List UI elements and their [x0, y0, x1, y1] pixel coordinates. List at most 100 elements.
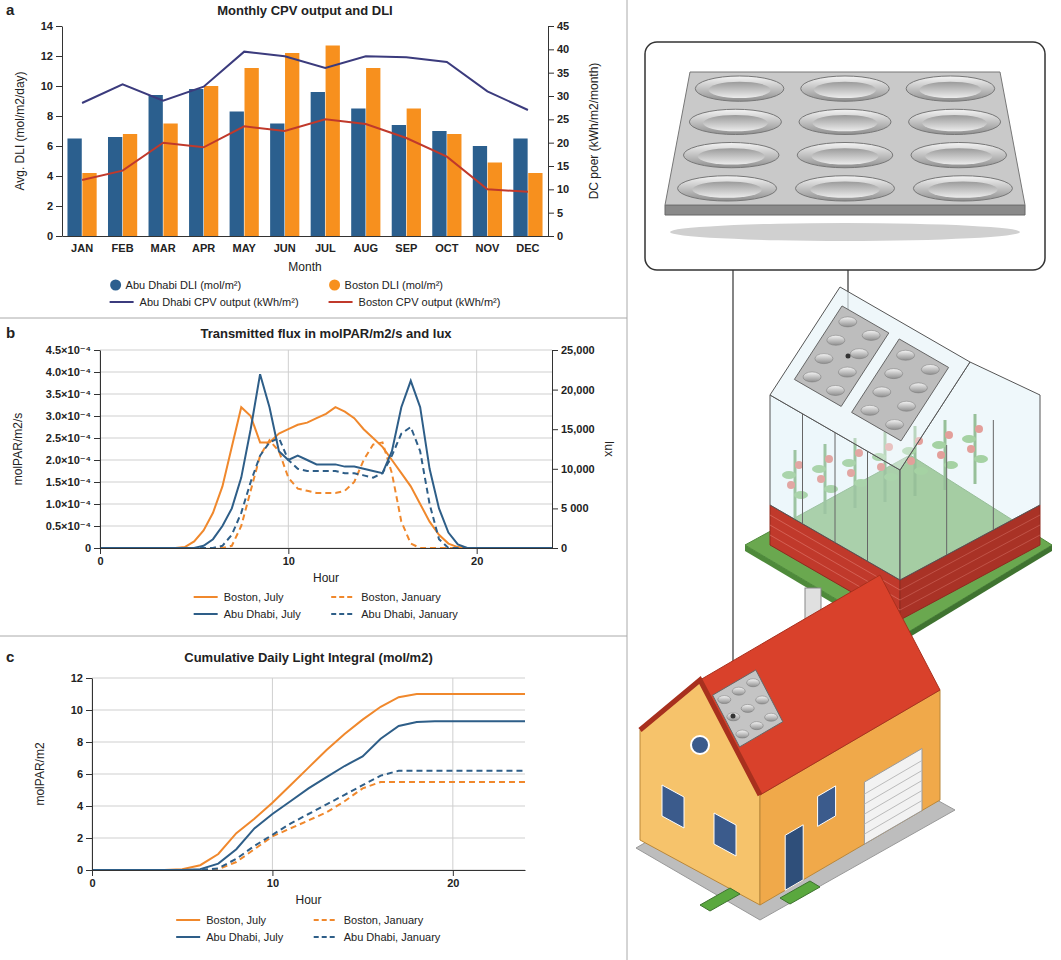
bar: [351, 109, 365, 237]
y-axis: 00.5×10⁻⁴1.0×10⁻⁴1.5×10⁻⁴2.0×10⁻⁴2.5×10⁻…: [46, 344, 101, 554]
tick-label: 4.5×10⁻⁴: [46, 344, 91, 356]
tick-mark: [86, 774, 92, 775]
panel-label: c: [6, 648, 14, 665]
tick: 25: [548, 113, 569, 125]
tick: JUN: [274, 236, 296, 254]
x-axis: 01020: [89, 870, 525, 889]
tick-mark: [548, 236, 554, 237]
grid-line: [92, 838, 525, 839]
tick: 20: [548, 137, 569, 149]
tick-label: 5: [557, 207, 563, 219]
tick-label: 20: [471, 555, 483, 567]
legend-symbol: [110, 301, 134, 303]
data-line: [82, 119, 528, 191]
tick: 2: [47, 200, 62, 212]
dish: [803, 372, 821, 382]
divider: [0, 318, 627, 319]
legend-symbol: [329, 301, 353, 303]
tick-label: 6: [77, 768, 83, 780]
tick: NOV: [475, 236, 500, 254]
legend-item: Abu Dhabi, July: [176, 931, 284, 943]
garage-line: [864, 761, 922, 795]
dish-inner: [919, 82, 981, 98]
window: [662, 785, 684, 828]
legend-label: Boston, January: [361, 591, 441, 603]
tick-label: AUG: [354, 242, 378, 254]
tick-mark: [94, 526, 100, 527]
dish: [861, 405, 879, 415]
legend-symbol: [176, 936, 200, 938]
tick-mark: [94, 504, 100, 505]
tick: MAY: [232, 236, 256, 254]
tick-label: DEC: [516, 242, 539, 254]
tick-label: 15: [557, 160, 569, 172]
legend-item: Abu Dhabi DLI (mol/m²): [110, 279, 241, 291]
dish: [678, 176, 777, 201]
grid-line: [100, 416, 552, 417]
panel-face: [665, 72, 1025, 205]
legend-symbol: [331, 596, 355, 598]
bar: [488, 163, 502, 237]
tick: 30: [548, 90, 569, 102]
tick: 2: [77, 832, 92, 844]
garage-door: [864, 749, 922, 845]
tick-label: 2.0×10⁻⁴: [46, 454, 91, 466]
tick-mark: [552, 429, 558, 430]
data-line: [92, 694, 525, 870]
bar: [366, 68, 380, 236]
tick: 0: [552, 542, 567, 554]
separators: [0, 0, 627, 960]
tick: JUL: [315, 236, 336, 254]
y-axis: 02468101214: [41, 20, 63, 242]
tick: MAR: [151, 236, 176, 254]
tick-mark: [552, 508, 558, 509]
dish: [886, 420, 904, 430]
legend-label: Boston CPV output (kWh/m²): [359, 296, 501, 308]
bar: [513, 139, 527, 237]
legend-item: Boston, January: [331, 591, 441, 603]
tick-label: 10: [71, 704, 83, 716]
axis-line: [548, 27, 549, 237]
tick: 8: [47, 110, 62, 122]
tick-label: 40: [557, 43, 569, 55]
tick: SEP: [395, 236, 417, 254]
tick: 3.5×10⁻⁴: [46, 388, 100, 400]
dish: [873, 387, 891, 397]
axis-title: Avg. DLI (mol/m2/day): [13, 71, 27, 190]
tick-mark: [56, 116, 62, 117]
tick: 10: [71, 704, 92, 716]
dish: [921, 365, 939, 375]
y2-axis: 051015202530354045: [548, 20, 569, 242]
legend-item: Abu Dhabi, January: [314, 931, 441, 943]
bar: [432, 131, 446, 236]
tick: 2.0×10⁻⁴: [46, 454, 100, 466]
tick-mark: [56, 26, 62, 27]
dish-inner: [814, 82, 876, 98]
mullion: [993, 420, 994, 530]
tick-label: 3.0×10⁻⁴: [46, 410, 91, 422]
dish-inner: [698, 148, 765, 164]
tick-label: 14: [41, 20, 54, 32]
tick-mark: [552, 469, 558, 470]
grid-line: [100, 350, 552, 351]
tick-label: MAY: [232, 242, 256, 254]
dish: [862, 330, 880, 340]
dish: [795, 176, 894, 201]
grid-line: [92, 678, 525, 679]
data-line: [82, 52, 528, 110]
bar: [528, 173, 542, 236]
tick-mark: [86, 806, 92, 807]
tick: JAN: [71, 236, 93, 254]
tick: 1.5×10⁻⁴: [46, 476, 100, 488]
grid-line: [92, 742, 525, 743]
dish: [906, 76, 995, 101]
dish: [913, 176, 1012, 201]
figure: JANFEBMARAPRMAYJUNJULAUGSEPOCTNOVDEC0246…: [0, 0, 1061, 960]
grid-line: [92, 774, 525, 775]
tick-label: 25: [557, 113, 569, 125]
x-axis: 01020: [97, 548, 552, 567]
hedge: [700, 888, 740, 911]
tick: 4: [47, 170, 62, 182]
dish: [897, 350, 915, 360]
tick-label: 2: [47, 200, 53, 212]
